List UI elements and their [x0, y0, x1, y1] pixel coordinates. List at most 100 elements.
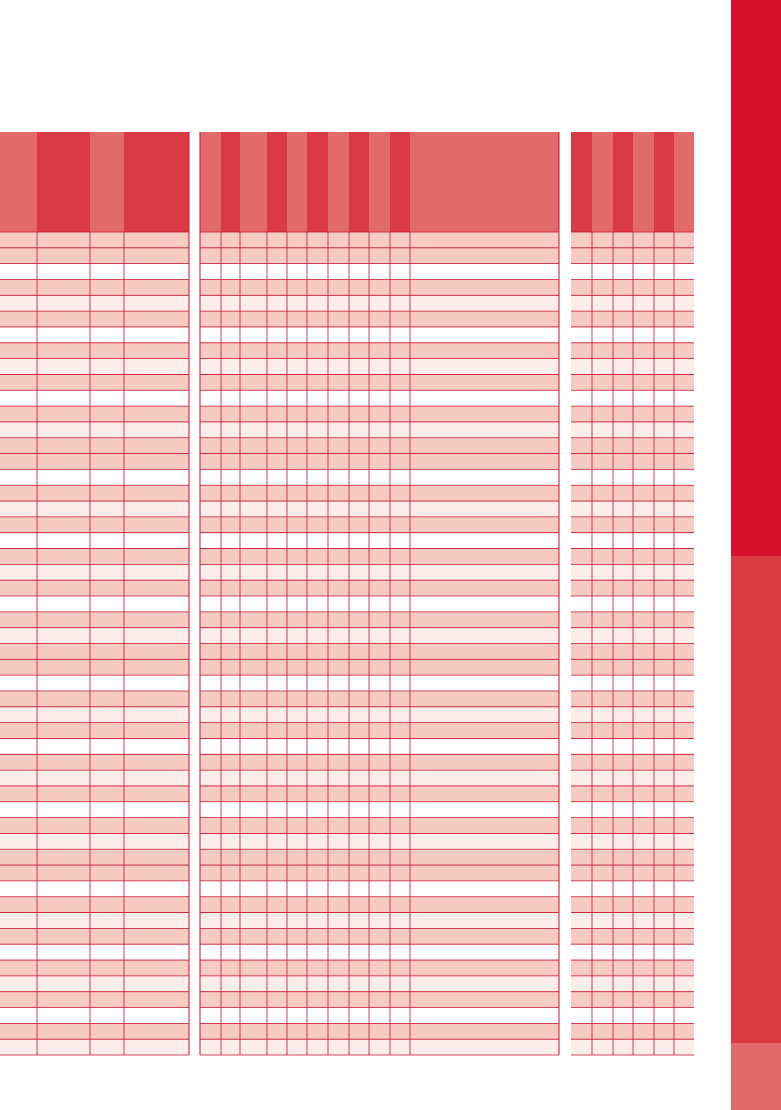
middle-table-row: [200, 785, 559, 803]
left-table-row: [0, 263, 189, 280]
left-table-row: [0, 453, 189, 470]
right-table-row: [571, 896, 694, 914]
right-table-row: [571, 785, 694, 803]
middle-table-row: [200, 374, 559, 391]
middle-table-row: [200, 880, 559, 898]
middle-table-row: [200, 722, 559, 739]
middle-table-row: [200, 596, 559, 613]
middle-table-row: [200, 896, 559, 914]
middle-table-row: [200, 358, 559, 375]
left-table-header-cell: [37, 132, 90, 232]
middle-table-row: [200, 295, 559, 312]
right-table-row: [571, 485, 694, 502]
left-table-row: [0, 738, 189, 755]
right-table-row: [571, 406, 694, 423]
left-table-row: [0, 421, 189, 439]
right-table-row: [571, 611, 694, 629]
left-table-row: [0, 690, 189, 708]
right-table-row: [571, 1039, 694, 1056]
middle-table-row: [200, 611, 559, 629]
right-table-row: [571, 738, 694, 755]
middle-table-row: [200, 991, 559, 1009]
middle-table-row: [200, 1039, 559, 1056]
left-table-row: [0, 944, 189, 961]
middle-table-row: [200, 738, 559, 755]
left-table-row: [0, 390, 189, 407]
middle-table-header-cell: [267, 132, 287, 232]
right-table-row: [571, 912, 694, 929]
right-table-row: [571, 421, 694, 439]
middle-table-row: [200, 1023, 559, 1040]
left-table-row: [0, 627, 189, 644]
right-table-row: [571, 1023, 694, 1040]
middle-table-row: [200, 865, 559, 882]
left-table-row: [0, 342, 189, 360]
middle-table-header-cell: [307, 132, 328, 232]
middle-table-row: [200, 311, 559, 328]
left-table-row: [0, 358, 189, 375]
right-table-row: [571, 532, 694, 550]
right-table-header-cell: [654, 132, 674, 232]
left-table-row: [0, 865, 189, 882]
left-table-row: [0, 896, 189, 914]
middle-table-row: [200, 675, 559, 692]
middle-table-row: [200, 263, 559, 280]
left-table-row: [0, 833, 189, 850]
right-table-row: [571, 564, 694, 581]
left-table-row: [0, 532, 189, 550]
left-table-row: [0, 928, 189, 945]
right-table-row: [571, 960, 694, 977]
right-table-row: [571, 342, 694, 360]
right-table-row: [571, 295, 694, 312]
left-table-row: [0, 564, 189, 581]
left-table-row: [0, 770, 189, 787]
left-table-row: [0, 722, 189, 739]
right-table-row: [571, 247, 694, 265]
middle-table-row: [200, 770, 559, 787]
left-table: [0, 132, 190, 1056]
left-table-row: [0, 659, 189, 676]
right-table-header-cell: [592, 132, 613, 232]
middle-table-row: [200, 833, 559, 850]
right-table-row: [571, 311, 694, 328]
middle-table-row: [200, 928, 559, 945]
middle-table-row: [200, 706, 559, 724]
right-table-row: [571, 880, 694, 898]
right-table-row: [571, 501, 694, 518]
middle-table-row: [200, 817, 559, 834]
middle-table-row: [200, 580, 559, 597]
middle-table-row: [200, 501, 559, 518]
right-table-row: [571, 453, 694, 470]
left-table-row: [0, 516, 189, 534]
right-table-header-cell: [613, 132, 633, 232]
middle-table-header-cell: [287, 132, 307, 232]
left-table-row: [0, 247, 189, 265]
middle-table-row: [200, 659, 559, 676]
right-table-row: [571, 944, 694, 961]
right-table-header-cell: [571, 132, 592, 232]
middle-table-header-cell: [390, 132, 410, 232]
middle-table-header-cell: [221, 132, 240, 232]
middle-table-row: [200, 1007, 559, 1024]
middle-table-row: [200, 406, 559, 423]
left-table-row: [0, 960, 189, 977]
middle-table-header-cell: [240, 132, 267, 232]
middle-table-header-cell: [369, 132, 390, 232]
right-table-row: [571, 865, 694, 882]
middle-table-row: [200, 690, 559, 708]
middle-table-row: [200, 801, 559, 819]
right-table-row: [571, 390, 694, 407]
left-table-row: [0, 1039, 189, 1056]
right-table-row: [571, 928, 694, 945]
left-table-row: [0, 596, 189, 613]
left-table-row: [0, 643, 189, 660]
middle-table-row: [200, 849, 559, 866]
right-table-row: [571, 437, 694, 455]
left-table-row: [0, 849, 189, 866]
right-table-row: [571, 817, 694, 834]
middle-table-row: [200, 754, 559, 771]
middle-table-header-cell: [349, 132, 369, 232]
right-table-row: [571, 675, 694, 692]
middle-table-row: [200, 627, 559, 644]
